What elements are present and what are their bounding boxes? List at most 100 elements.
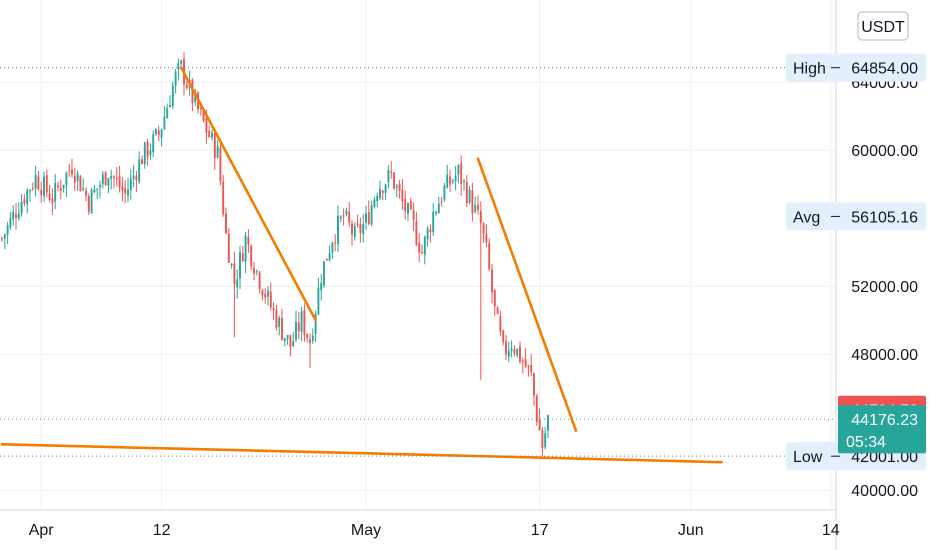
candle-body [395,186,398,188]
candle-body [31,188,34,190]
candle-body [71,169,73,175]
candle-body [185,84,188,88]
candle-body [510,348,513,351]
candle-body [541,430,544,448]
candle-body [258,272,261,290]
candle-body [43,176,45,196]
candle-body [468,189,471,203]
candle-body [17,213,20,219]
candle-body [454,175,457,182]
candle-body [110,176,113,179]
candle-body [12,211,15,220]
candle-body [535,396,538,422]
candle-body [323,261,325,286]
candle-body [9,217,12,228]
candle-body [141,159,143,165]
candle-body [337,216,339,245]
price-scale[interactable]: 40000.0048000.0052000.0060000.0064000.00… [786,0,926,550]
candle-body [163,116,166,130]
candle-body [292,341,295,347]
trendline[interactable] [0,442,723,464]
candle-body [432,211,435,232]
candle-body [219,147,222,182]
candle-body [491,269,493,293]
trendline[interactable] [476,157,578,433]
candle-body [390,171,393,173]
candle-body [477,204,479,210]
candle-body [505,341,507,355]
candle-body [451,180,454,183]
candle-body [460,163,463,185]
candle-body [479,211,482,224]
candle-body [320,283,323,291]
candle-body [177,63,180,70]
candle-body [59,187,62,191]
candle-body [342,215,345,217]
candle-body [29,189,31,191]
candle-body [297,322,300,332]
candle-body [15,214,17,218]
candle-body [157,130,160,136]
candle-body [225,213,227,234]
candle-body [54,183,57,202]
candle-body [93,189,96,193]
candle-body [365,213,367,223]
candle-body [530,365,533,373]
candle-body [309,339,311,344]
candle-body [381,190,384,194]
candle-body [269,291,272,308]
bar-countdown: 05:34 [846,434,886,451]
candle-body [440,201,443,203]
candle-body [384,184,387,194]
candles [1,52,549,457]
candle-body [499,316,502,332]
candle-body [275,309,278,328]
y-tick-label: 48000.00 [851,347,918,364]
candle-body [45,175,48,193]
candle-body [345,210,348,215]
candle-body [222,181,225,215]
candle-body [250,245,253,267]
level-tag [786,202,926,231]
candle-body [544,432,547,448]
candle-body [40,189,43,195]
candle-body [135,176,138,181]
candle-body [85,190,87,196]
candle-body [415,221,418,245]
candle-body [507,350,510,357]
candle-body [281,318,283,340]
candle-body [278,317,281,327]
candle-body [446,174,449,188]
candle-body [96,188,99,190]
trendlines[interactable] [0,66,723,464]
candle-body [421,252,423,254]
candle-body [404,199,407,212]
current-price-value: 44176.23 [851,412,918,429]
candle-body [87,196,90,212]
candle-body [533,373,535,396]
candle-body [194,92,197,103]
x-tick-label: 14 [822,522,840,539]
candle-body [171,85,174,107]
candle-body [79,175,82,192]
candle-body [149,150,152,156]
candle-body [493,289,496,307]
trendline[interactable] [179,66,317,322]
y-tick-label: 52000.00 [851,279,918,296]
time-axis[interactable]: Apr 12 May 17 Jun 14 [0,509,840,539]
candle-body [465,181,468,203]
candle-body [155,129,157,135]
candle-body [496,307,499,315]
level-value: 56105.16 [851,209,918,226]
candle-body [393,172,395,189]
grid [0,0,836,510]
x-tick-label: 17 [531,522,549,539]
x-tick-label: May [351,522,381,539]
level-tag [786,53,926,82]
currency-button[interactable] [857,11,909,41]
candle-body [306,334,309,338]
candle-body [435,212,437,214]
candle-body [373,199,376,207]
